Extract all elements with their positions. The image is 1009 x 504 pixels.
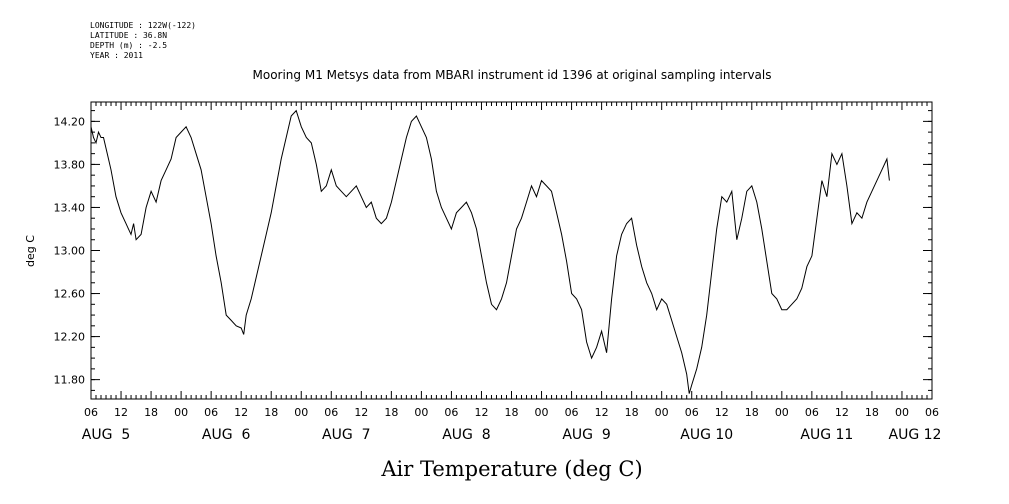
- x-tick-label: 12: [715, 406, 729, 419]
- y-tick-label: 11.80: [54, 374, 86, 387]
- x-tick-label: 00: [895, 406, 909, 419]
- x-tick-label: 06: [565, 406, 579, 419]
- x-day-label: AUG 7: [322, 427, 370, 443]
- x-tick-label: 06: [84, 406, 98, 419]
- y-tick-label: 13.40: [54, 201, 86, 214]
- x-tick-label: 18: [144, 406, 158, 419]
- x-day-label: AUG 12: [889, 427, 942, 443]
- series-line: [90, 109, 890, 394]
- x-tick-label: 00: [535, 406, 549, 419]
- x-tick-label: 06: [204, 406, 218, 419]
- x-tick-label: 12: [595, 406, 609, 419]
- x-tick-label: 18: [505, 406, 519, 419]
- metadata-block: LONGITUDE : 122W(-122) LATITUDE : 36.8N …: [90, 21, 196, 61]
- y-axis: 11.80 12.20 12.60 13.00 13.40 13.80 14.20: [54, 115, 932, 387]
- x-tick-label: 18: [625, 406, 639, 419]
- y-tick-label: 12.60: [54, 288, 86, 301]
- x-tick-label: 06: [805, 406, 819, 419]
- minor-ticks: [91, 102, 932, 399]
- plot-frame: [90, 101, 933, 400]
- x-tick-label: 06: [925, 406, 939, 419]
- x-axis-label: Air Temperature (deg C): [380, 457, 642, 481]
- y-tick-label: 13.00: [54, 245, 86, 258]
- x-tick-label: 06: [324, 406, 338, 419]
- x-tick-label: 18: [865, 406, 879, 419]
- x-day-label: AUG 5: [82, 427, 130, 443]
- x-tick-label: 00: [775, 406, 789, 419]
- x-tick-label: 18: [384, 406, 398, 419]
- x-tick-label: 12: [234, 406, 248, 419]
- x-tick-label: 00: [655, 406, 669, 419]
- year-label: YEAR : 2011: [90, 51, 143, 60]
- y-axis-label: deg C: [24, 235, 37, 267]
- x-tick-label: 00: [414, 406, 428, 419]
- x-tick-label: 06: [444, 406, 458, 419]
- x-axis: 06 12 18 00 06 12 18 00 06 12 18 00 06 12 18 00 06 12 18 00…: [82, 102, 942, 443]
- x-tick-label: 12: [835, 406, 849, 419]
- depth-label: DEPTH (m) : -2.5: [90, 41, 168, 50]
- x-tick-label: 12: [474, 406, 488, 419]
- x-tick-label: 18: [745, 406, 759, 419]
- x-day-label: AUG 11: [800, 427, 853, 443]
- y-tick-label: 13.80: [54, 158, 86, 171]
- y-tick-label: 14.20: [54, 115, 86, 128]
- y-tick-label: 12.20: [54, 331, 86, 344]
- x-tick-label: 06: [685, 406, 699, 419]
- latitude-label: LATITUDE : 36.8N: [90, 31, 168, 40]
- x-tick-label: 18: [264, 406, 278, 419]
- x-tick-label: 00: [294, 406, 308, 419]
- x-day-label: AUG 8: [442, 427, 490, 443]
- chart-title: Mooring M1 Metsys data from MBARI instru…: [253, 68, 772, 82]
- x-tick-label: 00: [174, 406, 188, 419]
- x-tick-label: 12: [114, 406, 128, 419]
- x-tick-label: 12: [354, 406, 368, 419]
- x-day-label: AUG 10: [680, 427, 733, 443]
- x-day-label: AUG 9: [562, 427, 610, 443]
- x-day-label: AUG 6: [202, 427, 251, 443]
- longitude-label: LONGITUDE : 122W(-122): [90, 21, 196, 30]
